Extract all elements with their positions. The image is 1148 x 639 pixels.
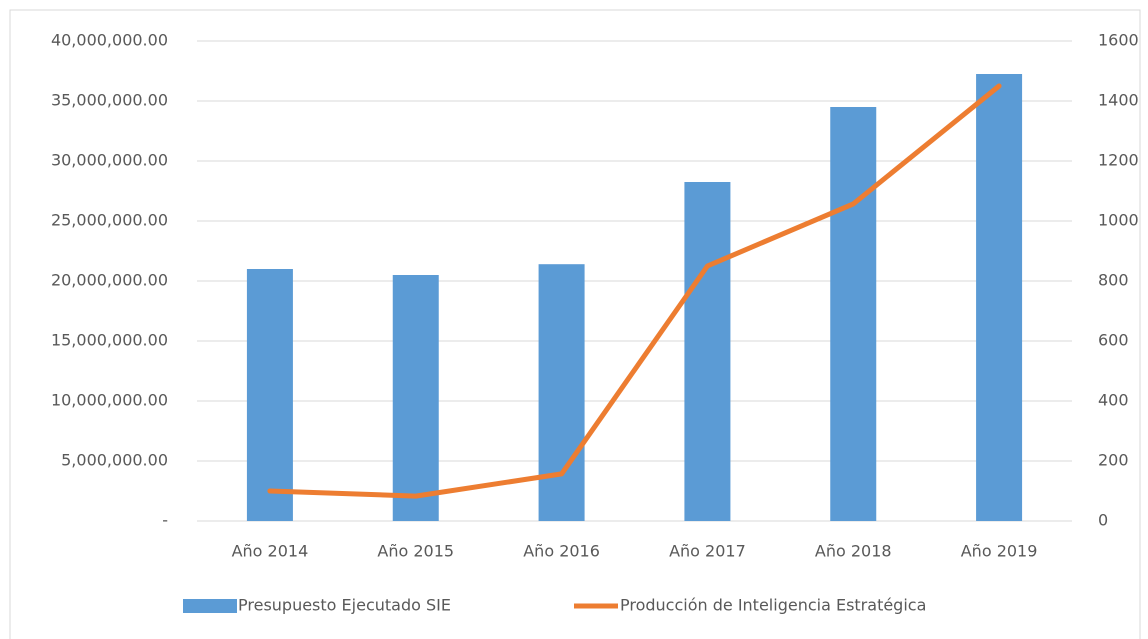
y-tick-label: 40,000,000.00 <box>51 31 168 50</box>
x-tick-label: Año 2015 <box>377 542 454 561</box>
y2-tick-label: 0 <box>1098 511 1108 530</box>
y-tick-label: - <box>162 511 168 530</box>
bar <box>246 269 293 521</box>
y-tick-label: 10,000,000.00 <box>51 391 168 410</box>
y2-tick-label: 600 <box>1098 331 1129 350</box>
y-tick-label: 25,000,000.00 <box>51 211 168 230</box>
legend-label: Producción de Inteligencia Estratégica <box>620 596 926 615</box>
y2-tick-label: 800 <box>1098 271 1129 290</box>
bar <box>538 264 585 521</box>
y2-tick-label: 1600 <box>1098 31 1139 50</box>
y-tick-label: 30,000,000.00 <box>51 151 168 170</box>
bar <box>392 275 439 521</box>
bar <box>976 74 1023 521</box>
chart-border <box>9 9 1141 639</box>
y-tick-label: 35,000,000.00 <box>51 91 168 110</box>
x-tick-label: Año 2019 <box>961 542 1038 561</box>
x-tick-label: Año 2016 <box>523 542 600 561</box>
x-tick-label: Año 2014 <box>232 542 309 561</box>
y2-tick-label: 1200 <box>1098 151 1139 170</box>
bar <box>830 107 877 521</box>
y2-tick-label: 400 <box>1098 391 1129 410</box>
legend-swatch <box>183 599 237 613</box>
y2-tick-label: 1400 <box>1098 91 1139 110</box>
x-tick-label: Año 2018 <box>815 542 892 561</box>
y2-tick-label: 1000 <box>1098 211 1139 230</box>
y-tick-label: 15,000,000.00 <box>51 331 168 350</box>
x-tick-label: Año 2017 <box>669 542 746 561</box>
bar <box>684 182 731 521</box>
line <box>267 83 1002 499</box>
legend-label: Presupuesto Ejecutado SIE <box>238 596 451 615</box>
y-tick-label: 20,000,000.00 <box>51 271 168 290</box>
y2-tick-label: 200 <box>1098 451 1129 470</box>
y-tick-label: 5,000,000.00 <box>61 451 168 470</box>
